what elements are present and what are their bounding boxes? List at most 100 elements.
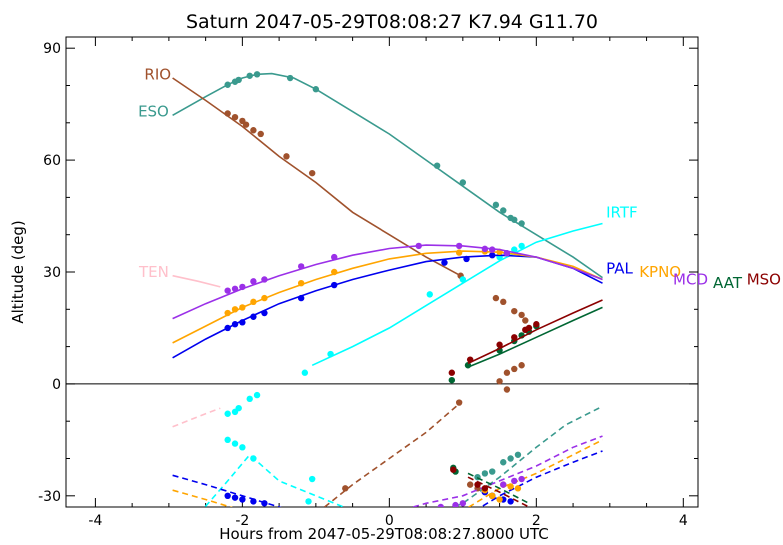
series-label-kpno: KPNO xyxy=(639,263,681,281)
series-label-pal: PAL xyxy=(606,259,633,277)
data-point-mcd xyxy=(437,503,444,507)
series-dashed-line-eso xyxy=(451,405,603,507)
series-dashed-line-mcd xyxy=(410,435,603,507)
data-point-pal xyxy=(231,494,239,501)
data-point-pal xyxy=(489,252,496,259)
series-dashed-line-kpno xyxy=(172,439,603,507)
data-point-pal xyxy=(463,255,470,263)
data-point-kpno xyxy=(455,249,463,256)
series-dashed-line-ten xyxy=(172,407,221,428)
data-point-eso xyxy=(511,216,518,223)
data-point-irtf xyxy=(426,291,433,298)
data-point-rio xyxy=(257,130,264,138)
data-point-kpno xyxy=(231,306,239,313)
data-point-eso xyxy=(489,468,496,475)
data-point-rio xyxy=(511,365,518,373)
data-point-rio xyxy=(283,153,290,160)
data-point-eso xyxy=(312,86,320,93)
series-label-mcd: MCD xyxy=(673,270,708,288)
data-point-mcd xyxy=(224,287,231,294)
x-tick-label: -2 xyxy=(235,513,249,529)
data-point-mcd xyxy=(250,278,257,285)
series-mso xyxy=(448,299,603,507)
data-point-rio xyxy=(518,311,525,319)
series-label-aat: AAT xyxy=(713,274,743,292)
series-label-rio: RIO xyxy=(144,65,171,83)
data-point-mcd xyxy=(239,283,246,291)
data-point-eso xyxy=(224,81,231,88)
data-point-irtf xyxy=(224,410,231,417)
data-point-pal xyxy=(250,313,257,320)
data-point-irtf xyxy=(459,276,467,283)
data-point-kpno xyxy=(239,304,246,311)
data-point-rio xyxy=(308,169,316,177)
data-point-aat xyxy=(464,362,472,369)
data-point-pal xyxy=(261,500,268,507)
data-point-kpno xyxy=(224,309,231,317)
series-dashed-line-irtf xyxy=(203,453,346,507)
data-point-mcd xyxy=(518,475,525,483)
y-tick-label: 90 xyxy=(43,41,61,57)
data-point-irtf xyxy=(250,455,257,462)
x-tick-label: 4 xyxy=(679,513,688,529)
data-point-mcd xyxy=(511,477,518,485)
data-point-mso xyxy=(496,341,503,348)
data-point-irtf xyxy=(246,395,253,403)
data-point-rio xyxy=(466,481,474,488)
y-tick-label: 0 xyxy=(52,377,61,393)
data-point-eso xyxy=(492,201,500,209)
data-point-rio xyxy=(242,121,250,128)
series-layer xyxy=(172,71,603,507)
data-point-eso xyxy=(481,470,489,477)
x-tick-label: 2 xyxy=(532,513,541,529)
series-aat xyxy=(448,306,603,505)
data-point-aat xyxy=(448,376,456,384)
data-point-mso xyxy=(481,485,489,492)
data-point-kpno xyxy=(489,492,496,500)
series-dashed-line-rio xyxy=(323,401,462,507)
data-point-irtf xyxy=(224,436,231,444)
data-point-irtf xyxy=(518,242,525,250)
series-label-irtf: IRTF xyxy=(606,203,638,221)
data-point-rio xyxy=(224,110,231,117)
data-point-irtf xyxy=(239,444,246,451)
series-rio xyxy=(172,77,529,507)
data-point-rio xyxy=(503,369,511,376)
data-point-mso xyxy=(533,321,540,328)
data-point-mcd xyxy=(455,242,463,250)
data-point-pal xyxy=(297,294,305,302)
data-point-mcd xyxy=(500,481,507,488)
data-point-irtf xyxy=(511,246,518,253)
data-point-mso xyxy=(466,356,474,363)
data-point-kpno xyxy=(261,294,268,302)
series-ten xyxy=(172,274,221,428)
series-irtf xyxy=(203,222,603,507)
series-line-mso xyxy=(467,299,603,365)
data-point-pal xyxy=(239,319,246,326)
x-tick-label: 0 xyxy=(385,513,394,529)
data-point-irtf xyxy=(301,369,309,376)
series-dashed-line-pal xyxy=(172,450,603,507)
data-point-irtf xyxy=(305,498,312,505)
data-point-kpno xyxy=(514,485,522,492)
data-point-mcd xyxy=(489,246,496,253)
data-point-mso xyxy=(525,324,533,332)
data-point-rio xyxy=(231,113,239,121)
data-point-irtf xyxy=(308,475,316,483)
data-point-eso xyxy=(500,207,507,214)
y-tick-label: -30 xyxy=(38,489,61,505)
data-point-kpno xyxy=(331,268,338,276)
data-point-mcd xyxy=(261,276,268,283)
data-point-mso xyxy=(450,466,457,473)
data-point-mcd xyxy=(503,250,511,257)
data-point-mcd xyxy=(459,500,467,507)
series-line-ten xyxy=(172,274,221,288)
data-point-rio xyxy=(511,307,518,315)
data-point-mcd xyxy=(481,245,489,253)
data-point-eso xyxy=(500,459,507,466)
data-point-pal xyxy=(261,309,268,317)
data-point-eso xyxy=(459,179,467,186)
data-point-rio xyxy=(455,399,463,406)
data-point-irtf xyxy=(231,440,239,447)
